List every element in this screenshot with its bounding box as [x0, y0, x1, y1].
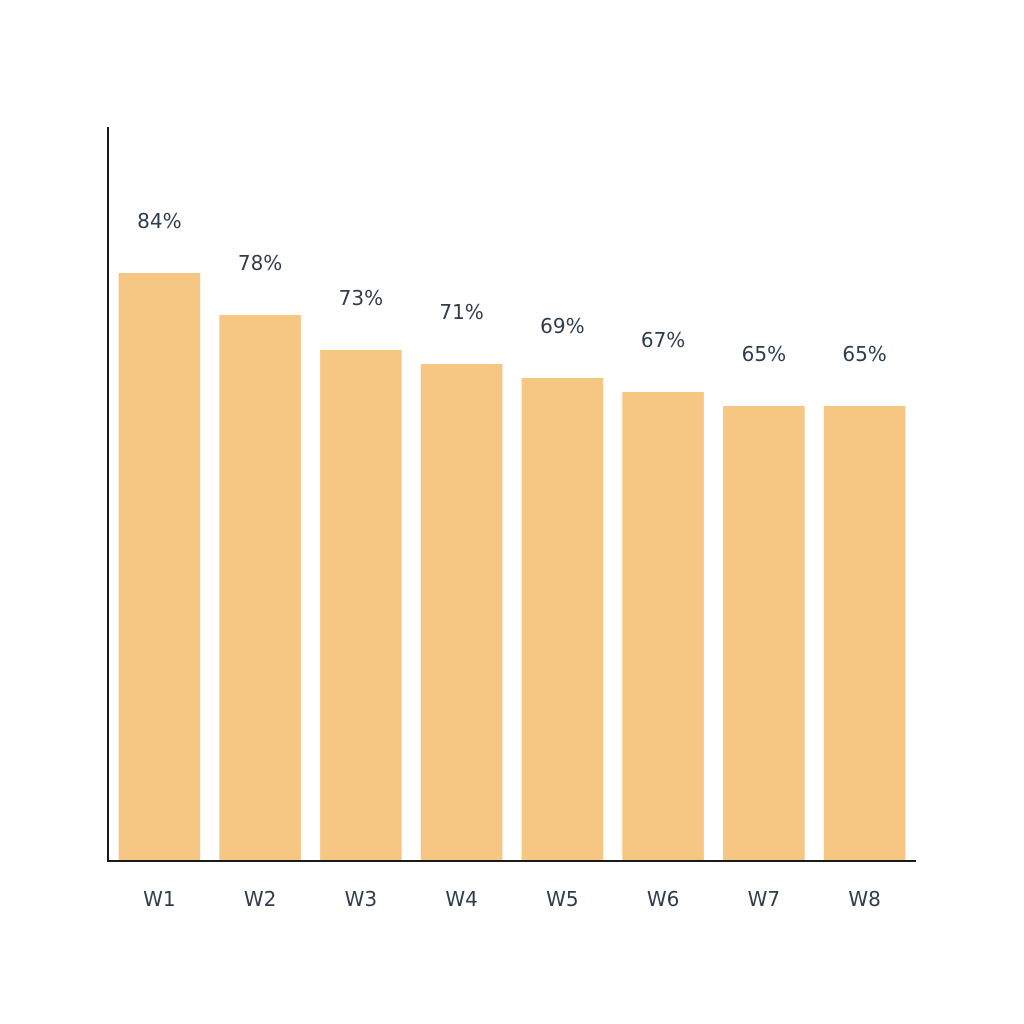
data-labels-group: 84% 78% 73% 71% 69% 67% 65% 65% — [137, 209, 887, 366]
bar-w2 — [219, 315, 301, 861]
bar-w8 — [823, 406, 906, 861]
bar-w7 — [723, 406, 805, 861]
data-label-w5: 69% — [540, 314, 584, 338]
data-label-w1: 84% — [137, 209, 181, 233]
bar-w1 — [118, 273, 201, 861]
bars-group — [118, 273, 906, 861]
x-tick-label-w5: W5 — [546, 887, 579, 911]
x-tick-label-w4: W4 — [445, 887, 478, 911]
bar-w6 — [622, 392, 704, 861]
data-label-w3: 73% — [339, 286, 383, 310]
x-tick-label-w8: W8 — [848, 887, 881, 911]
x-tick-label-w7: W7 — [748, 887, 781, 911]
x-tick-label-w2: W2 — [244, 887, 277, 911]
bar-w3 — [320, 350, 402, 861]
x-tick-label-w6: W6 — [647, 887, 680, 911]
data-label-w6: 67% — [641, 328, 685, 352]
bar-w5 — [521, 378, 604, 861]
data-label-w7: 65% — [742, 342, 786, 366]
data-label-w2: 78% — [238, 251, 282, 275]
bar-w4 — [420, 364, 503, 861]
x-tick-label-w3: W3 — [345, 887, 378, 911]
x-tick-labels-group: W1 W2 W3 W4 W5 W6 W7 W8 — [143, 887, 881, 911]
x-tick-label-w1: W1 — [143, 887, 176, 911]
data-label-w8: 65% — [842, 342, 886, 366]
data-label-w4: 71% — [439, 300, 483, 324]
